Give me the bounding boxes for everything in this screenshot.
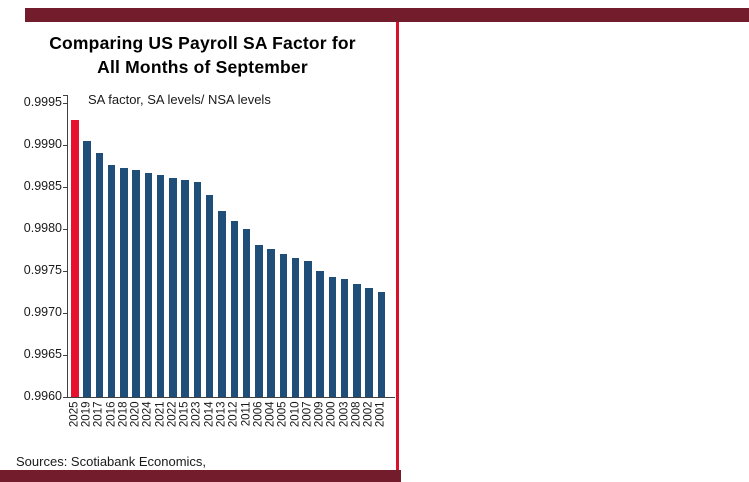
chart-title-line2: All Months of September — [97, 56, 308, 77]
bar — [291, 257, 300, 397]
bottom-maroon-band — [0, 470, 401, 482]
y-tick-label: 0.9960 — [23, 389, 62, 403]
y-tick-label: 0.9990 — [23, 137, 62, 151]
bar — [107, 165, 116, 397]
panel-right-rule — [396, 22, 399, 470]
y-tick-label: 0.9980 — [23, 221, 62, 235]
bar — [255, 244, 263, 397]
y-axis-line — [67, 95, 68, 397]
source-note: Sources: Scotiabank Economics, — [16, 454, 207, 469]
x-tick-label: 2014 — [203, 401, 216, 427]
x-tick-label: 2008 — [350, 401, 363, 427]
bar — [340, 279, 349, 397]
chart-subtitle: SA factor, SA levels/ NSA levels — [88, 92, 271, 107]
bar — [120, 167, 128, 397]
x-tick-label: 2016 — [105, 401, 118, 427]
bar — [230, 220, 238, 397]
bar — [279, 254, 288, 397]
top-maroon-band — [25, 8, 749, 22]
bar — [95, 153, 104, 397]
x-tick-label: 2024 — [141, 401, 154, 427]
y-tick-mark — [63, 145, 67, 146]
y-tick-label: 0.9970 — [23, 305, 62, 319]
bar — [83, 140, 91, 397]
x-tick-label: 2017 — [92, 401, 105, 427]
x-tick-label: 2012 — [227, 401, 240, 427]
bar — [193, 181, 202, 397]
x-tick-label: 2010 — [289, 401, 302, 427]
x-tick-label: 2003 — [338, 401, 351, 427]
y-tick-label: 0.9965 — [23, 347, 62, 361]
bar — [156, 175, 165, 397]
x-tick-label: 2022 — [166, 401, 179, 427]
x-tick-label: 2023 — [190, 401, 203, 427]
bar — [267, 249, 275, 397]
chart-title: Comparing US Payroll SA Factor for All M… — [20, 32, 385, 79]
y-tick-label: 0.9985 — [23, 179, 62, 193]
y-tick-label: 0.9975 — [23, 263, 62, 277]
x-tick-label: 2000 — [325, 401, 338, 427]
y-tick-mark — [63, 229, 67, 230]
y-tick-label: 0.9995 — [23, 95, 62, 109]
x-tick-label: 2021 — [154, 401, 167, 427]
bar — [181, 180, 189, 397]
x-tick-label: 2018 — [117, 401, 130, 427]
x-tick-label: 2006 — [252, 401, 265, 427]
y-tick-mark — [63, 355, 67, 356]
bar — [205, 195, 214, 397]
bar — [365, 287, 373, 397]
bar — [144, 172, 153, 397]
x-tick-label: 2011 — [240, 401, 253, 426]
y-axis-cap-tick — [63, 95, 67, 96]
y-tick-mark — [63, 271, 67, 272]
bar — [316, 271, 324, 397]
y-tick-mark — [63, 103, 67, 104]
x-tick-label: 2007 — [301, 401, 314, 427]
bar — [353, 283, 361, 397]
y-tick-mark — [63, 313, 67, 314]
bar — [169, 177, 177, 397]
bar — [328, 276, 337, 397]
x-axis-line — [67, 397, 395, 398]
x-tick-label: 2001 — [374, 401, 387, 427]
x-tick-label: 2005 — [276, 401, 289, 427]
x-tick-label: 2025 — [68, 401, 81, 427]
bar — [242, 229, 251, 397]
bar — [218, 210, 226, 397]
bar — [132, 170, 140, 397]
chart-title-line1: Comparing US Payroll SA Factor for — [49, 33, 356, 53]
y-tick-mark — [63, 187, 67, 188]
bar — [304, 260, 312, 397]
y-tick-mark — [63, 397, 67, 398]
bar — [377, 292, 386, 397]
bar-highlight — [71, 119, 79, 397]
